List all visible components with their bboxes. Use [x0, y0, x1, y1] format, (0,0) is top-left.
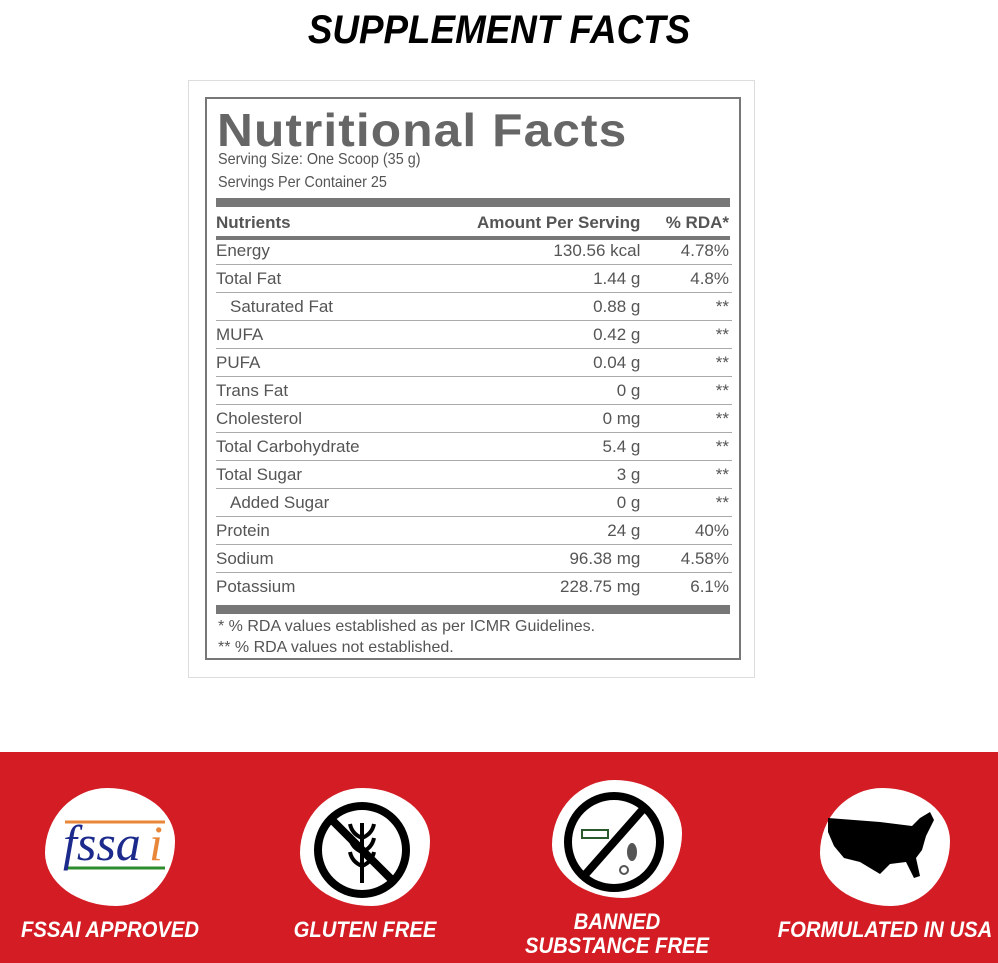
- nutrient-amount: 1.44 g: [414, 264, 641, 293]
- nutrient-name: Total Sugar: [216, 460, 415, 489]
- badge-label: GLUTEN FREE: [293, 917, 437, 942]
- nutrient-amount: 228.75 mg: [560, 577, 641, 597]
- table-row: Total Sugar 3 g **: [216, 460, 732, 489]
- no-drugs-icon: [552, 780, 682, 898]
- nutrient-amount: 0 mg: [414, 404, 641, 433]
- nutrient-rda: **: [640, 404, 732, 433]
- nutrient-amount: 0 g: [414, 488, 641, 517]
- nutrient-table: Nutrients Amount Per Serving % RDA* Ener…: [216, 209, 732, 600]
- badge-fssai: fssa i FSSAI APPROVED: [0, 788, 230, 942]
- badge-formulated-in-usa: FORMULATED IN USA: [765, 788, 998, 942]
- no-wheat-icon: [300, 788, 430, 906]
- nutrient-name: PUFA: [216, 348, 415, 377]
- divider: [216, 198, 730, 207]
- footnote: * % RDA values established as per ICMR G…: [218, 618, 596, 635]
- servings-per-container: Servings Per Container 25: [218, 174, 387, 191]
- nutrient-amount: 3 g: [414, 460, 641, 489]
- table-row: Total Fat 1.44 g 4.8%: [216, 264, 732, 293]
- nutrient-name: Sodium: [216, 544, 415, 573]
- nutrient-amount: 130.56 kcal: [414, 236, 641, 265]
- nutrient-amount: 0.04 g: [414, 348, 641, 377]
- nutrient-name: Saturated Fat: [216, 292, 415, 321]
- nutrient-rda: **: [640, 320, 732, 349]
- nutrient-rda: **: [640, 488, 732, 517]
- header-amount: Amount Per Serving: [476, 212, 641, 232]
- table-row: Saturated Fat 0.88 g **: [216, 292, 732, 321]
- nutrient-name: Potassium: [216, 577, 296, 597]
- table-row: Sodium 96.38 mg 4.58%: [216, 544, 732, 573]
- nutrient-rda: 4.78%: [640, 236, 732, 265]
- nutrient-name: Cholesterol: [216, 404, 415, 433]
- nutrient-rda: **: [640, 460, 732, 489]
- nutrient-name: Total Fat: [216, 264, 415, 293]
- nutrient-rda: **: [640, 376, 732, 405]
- nutrient-amount: 96.38 mg: [414, 544, 641, 573]
- nutrient-name: Added Sugar: [216, 488, 415, 517]
- nutrient-name: MUFA: [216, 320, 415, 349]
- table-row: MUFA 0.42 g **: [216, 320, 732, 349]
- nutrient-rda: 40%: [640, 516, 732, 545]
- headline: SUPPLEMENT FACTS: [307, 8, 691, 52]
- nutrient-rda: **: [640, 432, 732, 461]
- nutrient-name: Total Carbohydrate: [216, 432, 415, 461]
- nutrient-name: Energy: [216, 236, 415, 265]
- nutrition-label: Nutritional Facts Serving Size: One Scoo…: [205, 97, 741, 660]
- nutrient-rda: 6.1%: [690, 577, 729, 597]
- table-row: PUFA 0.04 g **: [216, 348, 732, 377]
- feature-band: fssa i FSSAI APPROVED GLUTEN FREE: [0, 752, 998, 963]
- table-row: Potassium 228.75 mg 6.1%: [216, 572, 732, 600]
- svg-text:fssa: fssa: [63, 815, 141, 871]
- badge-label: FSSAI APPROVED: [20, 917, 200, 942]
- badge-banned-substance-free: BANNED SUBSTANCE FREE: [497, 780, 737, 958]
- badge-gluten-free: GLUTEN FREE: [245, 788, 485, 942]
- nutrient-amount: 24 g: [414, 516, 641, 545]
- header-nutrient: Nutrients: [216, 212, 291, 232]
- nutrient-rda: 4.58%: [640, 544, 732, 573]
- table-row: Energy 130.56 kcal 4.78%: [216, 236, 732, 265]
- fssai-logo: fssa i: [45, 788, 175, 906]
- nutrient-rda: **: [640, 348, 732, 377]
- table-row: Cholesterol 0 mg **: [216, 404, 732, 433]
- nutrient-amount: 0.88 g: [414, 292, 641, 321]
- badge-label: FORMULATED IN USA: [777, 917, 993, 942]
- nutrient-name: Trans Fat: [216, 376, 415, 405]
- footnote: ** % RDA values not established.: [218, 639, 454, 656]
- serving-size: Serving Size: One Scoop (35 g): [218, 151, 421, 168]
- svg-text:i: i: [149, 815, 163, 871]
- nutrient-name: Protein: [216, 516, 415, 545]
- usa-map-icon: [820, 788, 950, 906]
- nutrient-amount: 0.42 g: [414, 320, 641, 349]
- header-rda: % RDA*: [665, 212, 729, 232]
- nutrient-amount: 5.4 g: [414, 432, 641, 461]
- divider: [216, 605, 730, 614]
- table-row: Added Sugar 0 g **: [216, 488, 732, 517]
- table-row: Total Carbohydrate 5.4 g **: [216, 432, 732, 461]
- nutrient-rda: **: [640, 292, 732, 321]
- nutrient-rda: 4.8%: [640, 264, 732, 293]
- badge-label: BANNED SUBSTANCE FREE: [524, 909, 710, 958]
- table-row: Protein 24 g 40%: [216, 516, 732, 545]
- label-title: Nutritional Facts: [217, 104, 628, 156]
- table-header: Nutrients Amount Per Serving % RDA*: [216, 209, 732, 236]
- nutrient-amount: 0 g: [414, 376, 641, 405]
- table-row: Trans Fat 0 g **: [216, 376, 732, 405]
